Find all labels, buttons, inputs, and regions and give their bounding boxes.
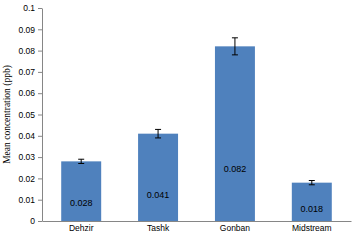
y-tick: 0.1 (23, 3, 42, 13)
error-stem (158, 129, 159, 138)
tick-mark (38, 51, 42, 52)
error-cap (78, 159, 84, 160)
y-tick: 0 (30, 216, 42, 226)
error-cap (309, 180, 315, 181)
error-bar (309, 181, 315, 185)
y-tick: 0.02 (18, 174, 42, 184)
tick-label: 0 (30, 216, 35, 226)
y-tick: 0.03 (18, 152, 42, 162)
bar (61, 161, 101, 221)
x-axis: Dehzir Tashk Gonban Midstream (43, 222, 352, 234)
x-tick: Midstream (292, 223, 332, 233)
tick-label: 0.05 (18, 110, 35, 120)
axis-line (43, 221, 352, 222)
bar (215, 46, 255, 221)
tick-mark (38, 136, 42, 137)
bar (138, 134, 178, 221)
data-label: 0.028 (70, 198, 93, 208)
data-label: 0.082 (224, 164, 247, 174)
error-cap (155, 137, 161, 138)
tick-label: 0.07 (18, 67, 35, 77)
tick-label: 0.03 (18, 152, 35, 162)
error-cap (232, 54, 238, 55)
tick-mark (38, 157, 42, 158)
y-axis-title: Mean concentration (ppb) (2, 65, 13, 164)
tick-label: 0.09 (18, 25, 35, 35)
y-axis: 0 0.01 0.02 0.03 0.04 0.05 0.06 0.07 0.08 0.09 0.1 (18, 3, 42, 226)
data-label: 0.041 (147, 190, 170, 200)
tick-label: 0.06 (18, 88, 35, 98)
tick-mark (38, 72, 42, 73)
error-cap (309, 184, 315, 185)
x-tick: Dehzir (69, 223, 94, 233)
error-bar (232, 38, 238, 55)
tick-label: Tashk (147, 223, 170, 233)
chart: 0.028 0.041 0.082 0.018 0 0.01 0.02 0.03 0.04 0.0… (0, 0, 355, 239)
tick-mark (38, 221, 42, 222)
error-cap (155, 129, 161, 130)
y-tick: 0.01 (18, 195, 42, 205)
tick-mark (38, 115, 42, 116)
tick-label: Dehzir (69, 223, 94, 233)
tick-label: 0.02 (18, 174, 35, 184)
tick-label: 0.04 (18, 131, 35, 141)
y-tick: 0.09 (18, 25, 42, 35)
y-tick: 0.06 (18, 88, 42, 98)
error-stem (311, 181, 312, 185)
tick-mark (38, 178, 42, 179)
tick-mark (38, 8, 42, 9)
y-tick: 0.07 (18, 67, 42, 77)
y-tick: 0.05 (18, 110, 42, 120)
x-tick: Gonban (220, 223, 251, 233)
data-label: 0.018 (301, 204, 324, 214)
error-cap (78, 163, 84, 164)
error-bar (78, 159, 84, 163)
x-tick: Tashk (147, 223, 170, 233)
tick-label: 0.1 (23, 3, 35, 13)
error-stem (81, 159, 82, 163)
bar (292, 183, 332, 221)
y-tick: 0.08 (18, 46, 42, 56)
plot-area (61, 38, 332, 221)
tick-label: Midstream (292, 223, 332, 233)
axis-line (42, 9, 43, 222)
tick-label: 0.01 (18, 195, 35, 205)
error-bar (155, 129, 161, 138)
tick-label: Gonban (220, 223, 251, 233)
error-cap (232, 37, 238, 38)
tick-label: 0.08 (18, 46, 35, 56)
tick-mark (38, 93, 42, 94)
error-stem (234, 38, 235, 55)
tick-mark (38, 200, 42, 201)
tick-mark (38, 29, 42, 30)
data-labels: 0.028 0.041 0.082 0.018 (70, 164, 323, 215)
y-tick: 0.04 (18, 131, 42, 141)
